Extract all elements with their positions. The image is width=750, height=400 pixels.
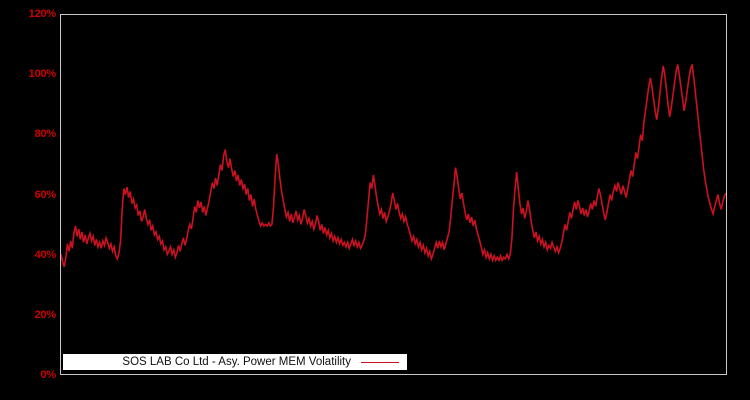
- y-axis-tick-120: 120%: [28, 8, 57, 20]
- chart-legend[interactable]: SOS LAB Co Ltd - Asy. Power MEM Volatili…: [63, 354, 407, 370]
- y-axis-tick-100: 100%: [28, 68, 57, 81]
- y-axis-tick-60: 60%: [34, 188, 57, 201]
- plot-area: [60, 14, 727, 375]
- series-polyline: [61, 64, 726, 267]
- y-axis-tick-40: 40%: [34, 248, 57, 261]
- y-axis-tick-80: 80%: [34, 128, 57, 141]
- legend-label: SOS LAB Co Ltd - Asy. Power MEM Volatili…: [122, 356, 351, 368]
- y-axis-tick-0: 0%: [40, 369, 57, 381]
- legend-line-sample-icon: [361, 361, 399, 363]
- y-axis-tick-20: 20%: [34, 308, 57, 321]
- volatility-line-series: [61, 15, 726, 374]
